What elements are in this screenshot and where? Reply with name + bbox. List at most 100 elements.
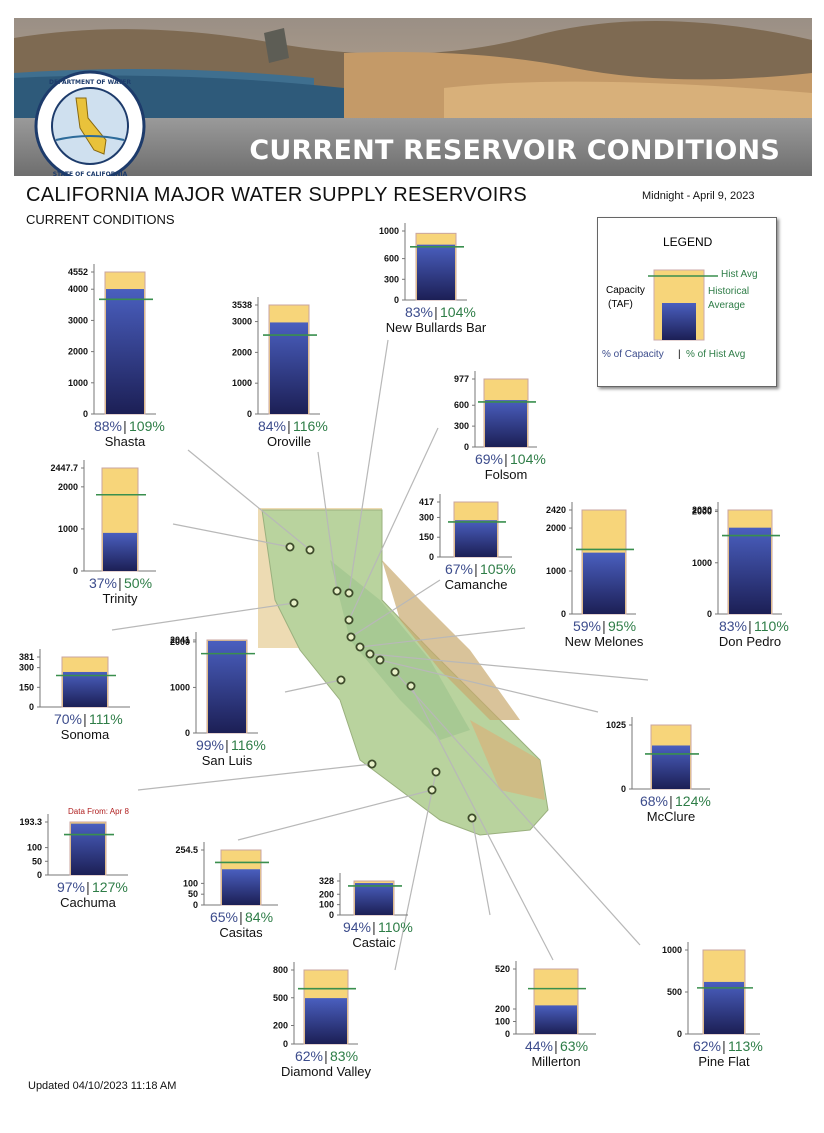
pct-hist-label: 104% bbox=[440, 304, 476, 320]
y-tick-label: 328 bbox=[319, 876, 334, 886]
leader-line-cachuma bbox=[137, 763, 373, 791]
header-banner: CURRENT RESERVOIR CONDITIONS DEPARTMENT … bbox=[14, 18, 812, 176]
pct-capacity-label: 97% bbox=[57, 879, 85, 895]
leader-line-mcclure bbox=[379, 659, 599, 713]
y-tick-label: 1000 bbox=[68, 378, 88, 388]
pct-separator: | bbox=[748, 618, 752, 634]
pct-hist-label: 110% bbox=[754, 618, 789, 634]
y-tick-label: 200 bbox=[495, 1004, 510, 1014]
y-tick-label: 300 bbox=[19, 663, 34, 673]
y-tick-label: 0 bbox=[621, 784, 626, 794]
y-tick-label: 2000 bbox=[232, 347, 252, 357]
y-tick-label: 1000 bbox=[232, 378, 252, 388]
y-tick-label: 300 bbox=[419, 512, 434, 522]
storage-bar-castaic bbox=[355, 883, 393, 915]
pct-separator: | bbox=[554, 1038, 558, 1054]
storage-bar-oroville bbox=[270, 322, 308, 414]
reservoir-marker-camanche[interactable] bbox=[346, 632, 356, 642]
page-subtitle: CURRENT CONDITIONS bbox=[26, 212, 175, 227]
y-tick-label: 300 bbox=[454, 421, 469, 431]
reservoir-name-label: Millerton bbox=[531, 1054, 580, 1069]
leader-line-don-pedro bbox=[369, 653, 649, 681]
pct-separator: | bbox=[324, 1048, 328, 1064]
leader-line-millerton bbox=[410, 685, 554, 961]
pct-separator: | bbox=[239, 909, 243, 925]
pct-hist-label: 124% bbox=[675, 793, 711, 809]
y-tick-label: 3000 bbox=[68, 315, 88, 325]
reservoir-chart-trinity: 2447.7 2000 1000 0 37% | 50%Trinity bbox=[50, 460, 156, 606]
legend-separator: | bbox=[678, 349, 681, 360]
leader-line-new-bullards-bar bbox=[348, 339, 389, 594]
reservoir-marker-casitas[interactable] bbox=[427, 785, 437, 795]
storage-bar-pine-flat bbox=[704, 981, 744, 1034]
y-tick-label: 1000 bbox=[170, 682, 190, 692]
leader-line-shasta bbox=[187, 449, 311, 551]
reservoir-marker-folsom[interactable] bbox=[344, 615, 354, 625]
storage-bar-millerton bbox=[535, 1005, 577, 1034]
pct-separator: | bbox=[83, 711, 87, 727]
leader-line-new-melones bbox=[359, 627, 526, 648]
reservoir-marker-new-bullards-bar[interactable] bbox=[344, 588, 354, 598]
y-tick-label: 0 bbox=[193, 900, 198, 910]
storage-bar-don-pedro bbox=[729, 527, 771, 614]
y-tick-label: 977 bbox=[454, 374, 469, 384]
reservoir-marker-castaic[interactable] bbox=[431, 767, 441, 777]
reservoir-marker-diamond-valley[interactable] bbox=[467, 813, 477, 823]
legend-average-label: Average bbox=[708, 300, 746, 311]
pct-separator: | bbox=[225, 737, 229, 753]
y-tick-label: 4000 bbox=[68, 284, 88, 294]
pct-separator: | bbox=[504, 451, 508, 467]
reservoir-name-label: New Melones bbox=[565, 634, 644, 649]
reservoir-marker-shasta[interactable] bbox=[305, 545, 315, 555]
reservoir-marker-millerton[interactable] bbox=[406, 681, 416, 691]
reservoir-marker-san-luis[interactable] bbox=[336, 675, 346, 685]
storage-bar-trinity bbox=[103, 532, 137, 571]
y-tick-label: 2041 bbox=[170, 635, 190, 645]
reservoir-marker-cachuma[interactable] bbox=[367, 759, 377, 769]
y-tick-label: 150 bbox=[419, 532, 434, 542]
y-tick-label: 520 bbox=[495, 964, 510, 974]
reservoir-marker-trinity[interactable] bbox=[285, 542, 295, 552]
reservoir-chart-new-bullards-bar: 1000 600 300 0 83% | 104%New Bullards Bar bbox=[379, 223, 487, 335]
y-tick-label: 200 bbox=[319, 889, 334, 899]
pct-capacity-label: 37% bbox=[89, 575, 117, 591]
storage-bar-sonoma bbox=[63, 671, 107, 707]
y-tick-label: 193.3 bbox=[19, 817, 42, 827]
pct-separator: | bbox=[86, 879, 90, 895]
y-tick-label: 1000 bbox=[692, 558, 712, 568]
leader-line-camanche bbox=[350, 579, 441, 638]
y-tick-label: 100 bbox=[319, 900, 334, 910]
reservoir-marker-don-pedro[interactable] bbox=[365, 649, 375, 659]
reservoir-marker-new-melones[interactable] bbox=[355, 642, 365, 652]
pct-capacity-label: 94% bbox=[343, 919, 371, 935]
reservoir-name-label: Don Pedro bbox=[719, 634, 781, 649]
pct-separator: | bbox=[434, 304, 438, 320]
reservoir-chart-new-melones: 2420 2000 1000 0 59% | 95%New Melones bbox=[546, 502, 644, 649]
storage-bar-mcclure bbox=[652, 745, 690, 789]
pct-capacity-label: 67% bbox=[445, 561, 473, 577]
legend-capacity-label: Capacity bbox=[606, 285, 645, 296]
y-tick-label: 150 bbox=[19, 682, 34, 692]
y-tick-label: 0 bbox=[464, 442, 469, 452]
y-tick-label: 300 bbox=[384, 274, 399, 284]
reservoir-marker-mcclure[interactable] bbox=[375, 655, 385, 665]
legend-sample-bar bbox=[648, 269, 718, 341]
storage-bar-new-bullards-bar bbox=[417, 244, 455, 300]
pct-capacity-label: 70% bbox=[54, 711, 82, 727]
reservoir-chart-millerton: 520 200 100 0 44% | 63%Millerton bbox=[495, 961, 596, 1069]
pct-hist-label: 116% bbox=[231, 737, 266, 753]
reservoir-marker-oroville[interactable] bbox=[332, 586, 342, 596]
banner-title: CURRENT RESERVOIR CONDITIONS bbox=[249, 135, 780, 166]
y-tick-label: 2000 bbox=[170, 637, 190, 647]
reservoir-chart-mcclure: 1025 0 68% | 124%McClure bbox=[606, 717, 711, 824]
reservoir-marker-sonoma[interactable] bbox=[289, 598, 299, 608]
y-tick-label: 0 bbox=[429, 552, 434, 562]
reservoir-marker-pine-flat[interactable] bbox=[390, 667, 400, 677]
pct-capacity-label: 83% bbox=[719, 618, 747, 634]
y-tick-label: 100 bbox=[27, 843, 42, 853]
reservoir-chart-diamond-valley: 800 500 200 0 62% | 83%Diamond Valley bbox=[273, 962, 372, 1079]
